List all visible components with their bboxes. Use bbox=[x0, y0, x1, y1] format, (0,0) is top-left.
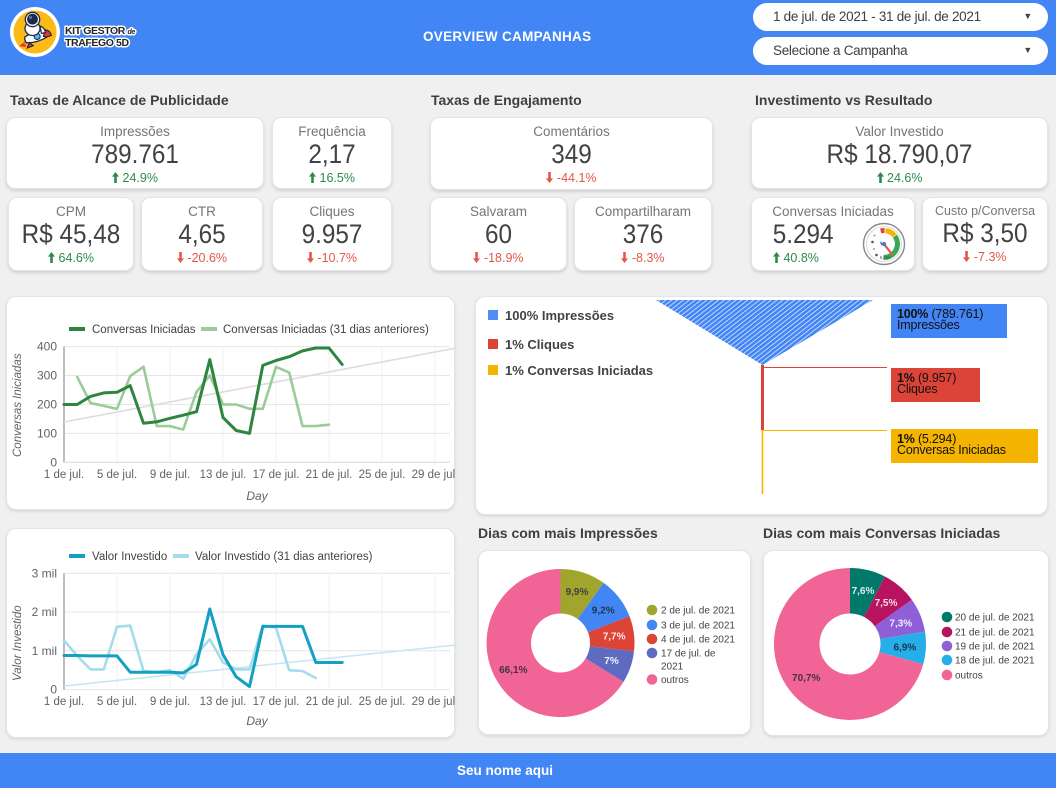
svg-text:5 de jul.: 5 de jul. bbox=[97, 469, 137, 481]
svg-text:100% (789.761): 100% (789.761) bbox=[897, 307, 983, 321]
svg-text:Day: Day bbox=[246, 714, 268, 728]
svg-text:2021: 2021 bbox=[661, 662, 684, 673]
svg-text:1% Cliques: 1% Cliques bbox=[505, 337, 574, 352]
svg-text:3 de jul. de 2021: 3 de jul. de 2021 bbox=[661, 621, 735, 632]
svg-text:7,3%: 7,3% bbox=[889, 619, 912, 630]
svg-text:9,9%: 9,9% bbox=[566, 587, 589, 598]
svg-text:200: 200 bbox=[37, 398, 57, 412]
svg-text:1% (5.294): 1% (5.294) bbox=[897, 432, 956, 446]
svg-text:9,2%: 9,2% bbox=[592, 605, 615, 616]
svg-text:17 de jul.: 17 de jul. bbox=[253, 469, 300, 481]
svg-text:21 de jul. de 2021: 21 de jul. de 2021 bbox=[955, 628, 1035, 639]
svg-text:Day: Day bbox=[246, 489, 268, 503]
svg-text:outros: outros bbox=[661, 675, 689, 686]
svg-text:0: 0 bbox=[50, 683, 57, 697]
svg-text:17 de jul. de: 17 de jul. de bbox=[661, 649, 716, 660]
svg-text:5 de jul.: 5 de jul. bbox=[97, 696, 137, 708]
svg-text:Cliques: Cliques bbox=[897, 382, 937, 396]
svg-text:4 de jul. de 2021: 4 de jul. de 2021 bbox=[661, 635, 735, 646]
svg-text:7%: 7% bbox=[604, 656, 619, 667]
svg-text:25 de jul.: 25 de jul. bbox=[359, 469, 406, 481]
svg-text:outros: outros bbox=[955, 671, 983, 682]
svg-text:1% (9.957): 1% (9.957) bbox=[897, 371, 956, 385]
svg-text:21 de jul.: 21 de jul. bbox=[306, 696, 353, 708]
svg-text:17 de jul.: 17 de jul. bbox=[253, 696, 300, 708]
svg-text:Valor Investido (31 dias anter: Valor Investido (31 dias anteriores) bbox=[195, 551, 373, 563]
svg-text:TRAFEGO 5D: TRAFEGO 5D bbox=[65, 37, 129, 49]
svg-text:9 de jul.: 9 de jul. bbox=[150, 469, 190, 481]
svg-text:1 de jul.: 1 de jul. bbox=[44, 696, 84, 708]
svg-text:0: 0 bbox=[50, 455, 57, 469]
svg-text:KIT GESTOR de: KIT GESTOR de bbox=[65, 25, 135, 37]
svg-text:400: 400 bbox=[37, 340, 57, 354]
svg-text:Conversas Iniciadas: Conversas Iniciadas bbox=[92, 324, 196, 336]
svg-text:19 de jul. de 2021: 19 de jul. de 2021 bbox=[955, 642, 1035, 653]
svg-text:1 de jul.: 1 de jul. bbox=[44, 469, 84, 481]
svg-text:Conversas Iniciadas: Conversas Iniciadas bbox=[897, 443, 1006, 457]
svg-text:29 de jul.: 29 de jul. bbox=[412, 696, 456, 708]
svg-text:20 de jul. de 2021: 20 de jul. de 2021 bbox=[955, 613, 1035, 624]
svg-text:7,7%: 7,7% bbox=[603, 632, 626, 643]
svg-text:18 de jul. de 2021: 18 de jul. de 2021 bbox=[955, 656, 1035, 667]
svg-text:9 de jul.: 9 de jul. bbox=[150, 696, 190, 708]
svg-text:6.053: 6.053 bbox=[880, 255, 891, 260]
svg-text:7,6%: 7,6% bbox=[852, 586, 875, 597]
svg-text:21 de jul.: 21 de jul. bbox=[306, 469, 353, 481]
svg-text:7,5%: 7,5% bbox=[875, 598, 898, 609]
svg-text:66,1%: 66,1% bbox=[499, 665, 527, 676]
svg-text:13 de jul.: 13 de jul. bbox=[200, 696, 247, 708]
svg-text:2 mil: 2 mil bbox=[32, 605, 57, 619]
svg-text:Valor Investido: Valor Investido bbox=[12, 605, 24, 681]
svg-text:Conversas Iniciadas (31 dias a: Conversas Iniciadas (31 dias anteriores) bbox=[223, 324, 429, 336]
svg-text:100: 100 bbox=[37, 426, 57, 440]
svg-text:Impressões: Impressões bbox=[897, 318, 960, 332]
svg-text:6,9%: 6,9% bbox=[894, 642, 917, 653]
svg-text:300: 300 bbox=[37, 369, 57, 383]
svg-text:25 de jul.: 25 de jul. bbox=[359, 696, 406, 708]
svg-text:1 mil: 1 mil bbox=[32, 644, 57, 658]
svg-text:70,7%: 70,7% bbox=[792, 673, 820, 684]
svg-text:100% Impressões: 100% Impressões bbox=[505, 308, 614, 323]
svg-text:3 mil: 3 mil bbox=[32, 566, 57, 580]
svg-text:13 de jul.: 13 de jul. bbox=[200, 469, 247, 481]
svg-text:29 de jul.: 29 de jul. bbox=[412, 469, 456, 481]
svg-text:2 de jul. de 2021: 2 de jul. de 2021 bbox=[661, 606, 735, 617]
svg-text:Valor Investido: Valor Investido bbox=[92, 551, 167, 563]
svg-text:Conversas Iniciadas: Conversas Iniciadas bbox=[12, 353, 24, 457]
svg-text:1% Conversas Iniciadas: 1% Conversas Iniciadas bbox=[505, 363, 653, 378]
